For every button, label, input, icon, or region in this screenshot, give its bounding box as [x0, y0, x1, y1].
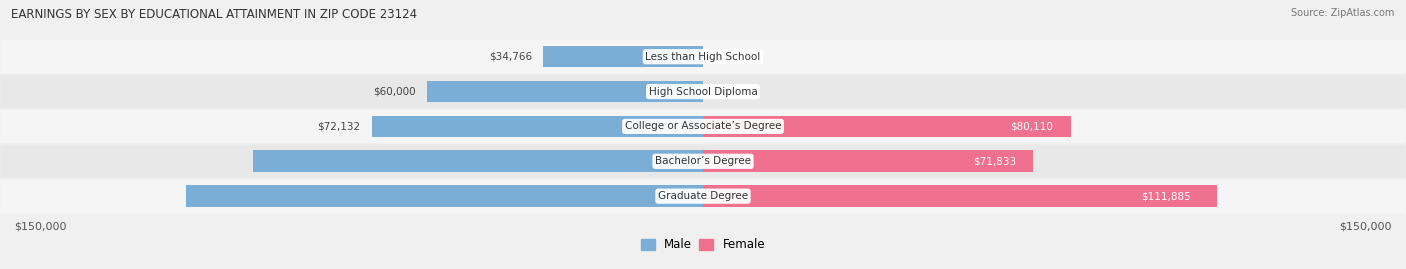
- Text: College or Associate’s Degree: College or Associate’s Degree: [624, 121, 782, 132]
- FancyBboxPatch shape: [0, 110, 1406, 143]
- Text: $150,000: $150,000: [1340, 221, 1392, 231]
- Text: Bachelor’s Degree: Bachelor’s Degree: [655, 156, 751, 166]
- Bar: [543, 46, 703, 68]
- Text: Source: ZipAtlas.com: Source: ZipAtlas.com: [1291, 8, 1395, 18]
- Bar: [427, 81, 703, 102]
- Bar: [253, 150, 703, 172]
- Text: Graduate Degree: Graduate Degree: [658, 191, 748, 201]
- FancyBboxPatch shape: [0, 75, 1406, 108]
- Text: Less than High School: Less than High School: [645, 52, 761, 62]
- Bar: [186, 185, 703, 207]
- Bar: [703, 116, 1071, 137]
- Text: $98,083: $98,083: [681, 156, 724, 166]
- Legend: Male, Female: Male, Female: [636, 234, 770, 256]
- Text: $0: $0: [714, 52, 728, 62]
- Text: High School Diploma: High School Diploma: [648, 87, 758, 97]
- FancyBboxPatch shape: [0, 144, 1406, 178]
- FancyBboxPatch shape: [0, 40, 1406, 73]
- Text: $150,000: $150,000: [14, 221, 66, 231]
- Text: $111,885: $111,885: [1142, 191, 1191, 201]
- Text: $60,000: $60,000: [374, 87, 416, 97]
- Bar: [371, 116, 703, 137]
- Text: $72,132: $72,132: [318, 121, 360, 132]
- Text: $80,110: $80,110: [1010, 121, 1053, 132]
- Text: EARNINGS BY SEX BY EDUCATIONAL ATTAINMENT IN ZIP CODE 23124: EARNINGS BY SEX BY EDUCATIONAL ATTAINMEN…: [11, 8, 418, 21]
- Bar: [703, 150, 1033, 172]
- Bar: [703, 185, 1216, 207]
- Text: $0: $0: [714, 87, 728, 97]
- Text: $71,833: $71,833: [973, 156, 1017, 166]
- Text: $34,766: $34,766: [489, 52, 531, 62]
- Text: $112,656: $112,656: [678, 191, 727, 201]
- FancyBboxPatch shape: [0, 179, 1406, 213]
